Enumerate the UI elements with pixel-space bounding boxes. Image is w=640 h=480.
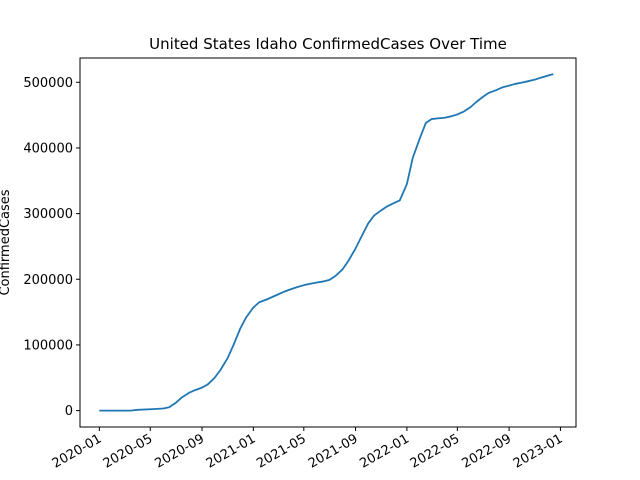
y-tick-label: 100000 <box>23 338 73 353</box>
series-line <box>99 73 554 412</box>
y-axis-label: ConfirmedCases <box>0 189 13 295</box>
y-tick-label: 500000 <box>23 76 73 91</box>
y-tick-label: 300000 <box>23 207 73 222</box>
y-tick-label: 0 <box>65 404 73 419</box>
y-axis-ticks: 0 100000 200000 300000 400000 500000 <box>23 76 80 419</box>
y-tick-label: 200000 <box>23 273 73 288</box>
y-tick-label: 400000 <box>23 141 73 156</box>
plot-frame <box>79 57 577 428</box>
plot-area <box>99 73 554 412</box>
chart-title: United States Idaho ConfirmedCases Over … <box>149 35 507 53</box>
